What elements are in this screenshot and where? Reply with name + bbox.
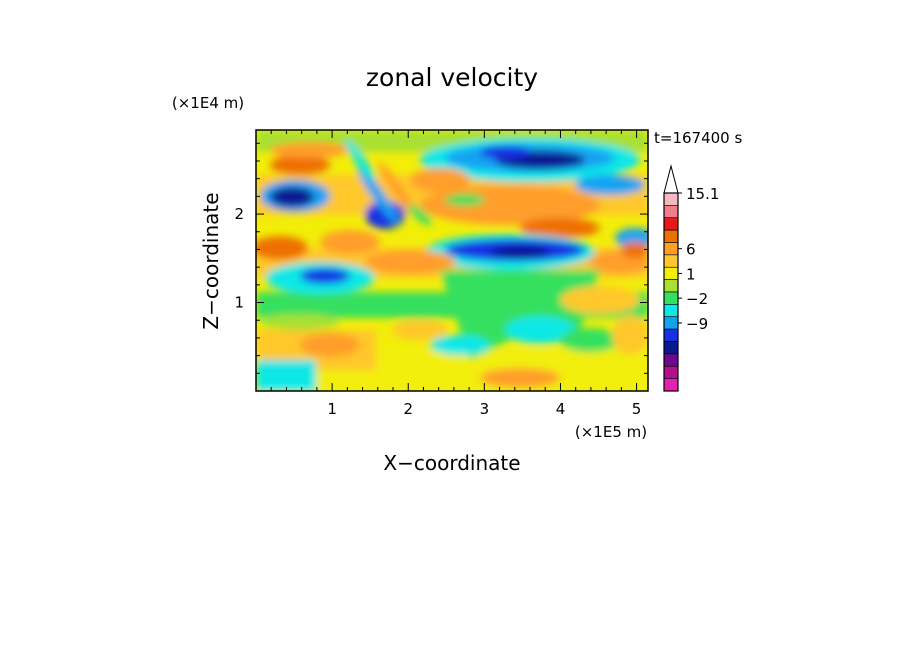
colorbar-label: 15.1 xyxy=(686,185,719,203)
colorbar-swatch xyxy=(663,266,679,280)
heatmap-field xyxy=(256,130,648,391)
x-tick-label: 5 xyxy=(632,400,642,418)
x-tick-label: 3 xyxy=(480,400,490,418)
colorbar-swatch xyxy=(663,229,679,243)
y-scale-label: (×1E4 m) xyxy=(172,94,244,112)
time-label: t=167400 s xyxy=(654,129,742,147)
plot-frame xyxy=(255,129,649,392)
chart-title: zonal velocity xyxy=(366,63,538,92)
colorbar-swatch xyxy=(663,279,679,293)
colorbar-swatch xyxy=(663,291,679,305)
colorbar-swatch xyxy=(663,242,679,256)
colorbar-arrow xyxy=(663,164,679,194)
x-scale-label: (×1E5 m) xyxy=(575,423,647,441)
colorbar-swatch xyxy=(663,205,679,219)
colorbar-swatch xyxy=(663,378,679,392)
colorbar-label: −9 xyxy=(686,315,708,333)
x-axis-ticks: 1 2 3 4 5 xyxy=(255,130,642,418)
colorbar-swatch xyxy=(663,316,679,330)
colorbar-swatch xyxy=(663,192,679,206)
x-axis-label: X−coordinate xyxy=(383,451,520,475)
y-axis-ticks: 12 xyxy=(234,142,648,392)
colorbar-swatch xyxy=(663,304,679,318)
colorbar-swatch xyxy=(663,328,679,342)
colorbar-label: 1 xyxy=(686,265,696,283)
colorbar-swatch xyxy=(663,341,679,355)
colorbar-frame xyxy=(663,192,679,392)
y-tick-label: 2 xyxy=(234,205,244,223)
y-axis-label: Z−coordinate xyxy=(199,192,223,329)
x-tick-label: 4 xyxy=(556,400,566,418)
x-tick-label: 2 xyxy=(403,400,413,418)
colorbar: 15.1 6 1 −2 −9 xyxy=(663,164,719,392)
colorbar-swatch xyxy=(663,254,679,268)
colorbar-label: 6 xyxy=(686,241,696,259)
colorbar-label: −2 xyxy=(686,290,708,308)
colorbar-swatch xyxy=(663,365,679,379)
y-tick-label: 1 xyxy=(234,294,244,312)
colorbar-swatch xyxy=(663,217,679,231)
x-tick-label: 1 xyxy=(327,400,337,418)
colorbar-swatch xyxy=(663,353,679,367)
